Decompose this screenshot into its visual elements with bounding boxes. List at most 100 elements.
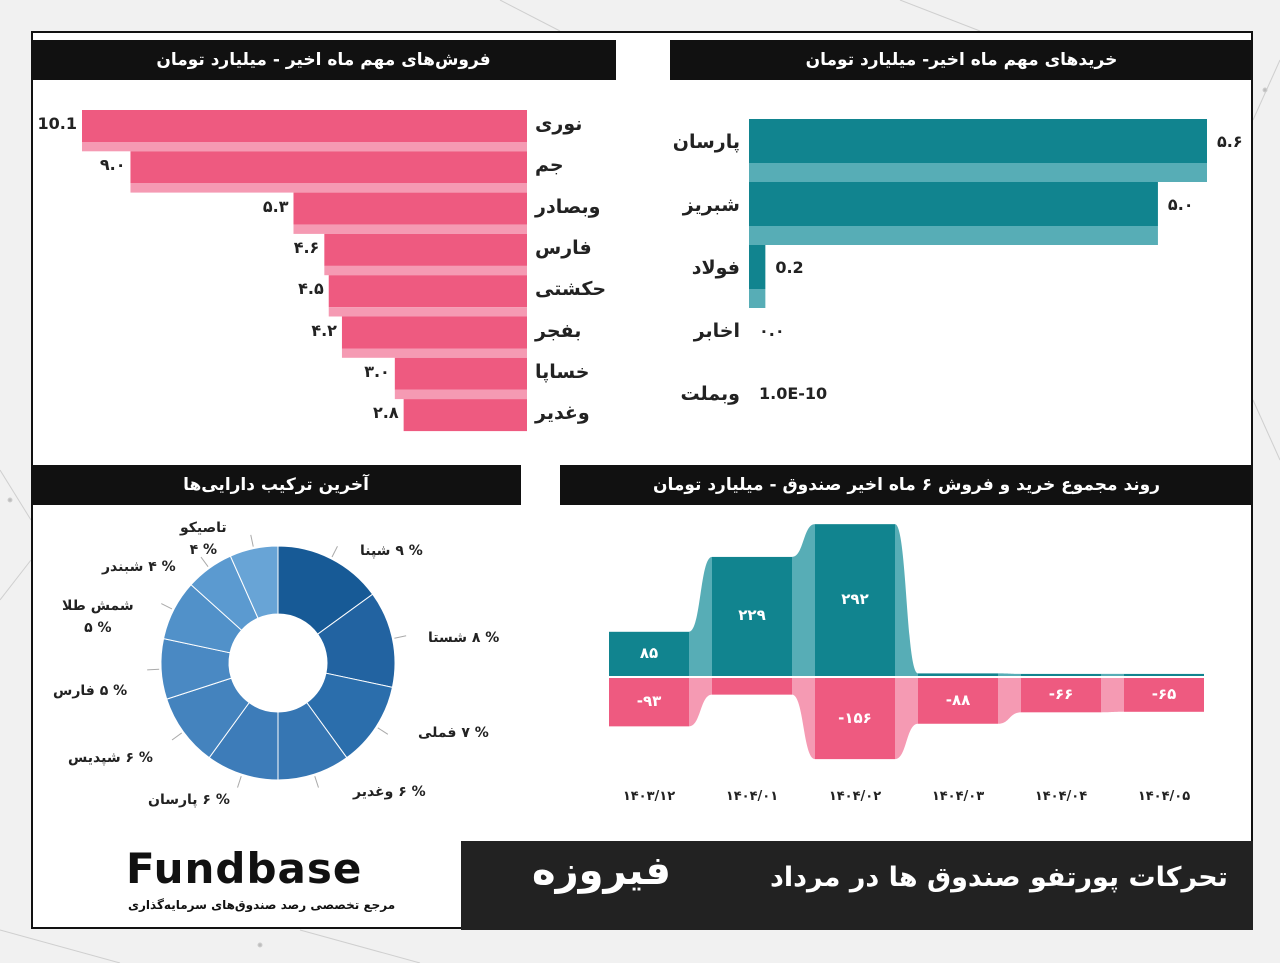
- donut-leader-line: [237, 776, 242, 788]
- purchase-bar-connector: [749, 289, 766, 308]
- sales-category-label: جم: [535, 154, 564, 177]
- trend-sell-flow: [1101, 678, 1124, 713]
- donut-slice-label: % ۹ شپنا: [360, 543, 423, 559]
- sales-category-label: وبصادر: [535, 195, 601, 218]
- trend-buy-bar: [1124, 673, 1204, 676]
- sales-bar: [82, 110, 527, 142]
- sales-bar-connector: [328, 307, 527, 317]
- donut-leader-line: [200, 556, 209, 568]
- sales-bar: [130, 151, 528, 184]
- sales-value-label: ۹.۰: [99, 155, 126, 175]
- trend-panel-title: روند مجموع خرید و فروش ۶ ماه اخیر صندوق …: [560, 465, 1253, 505]
- purchase-bar: [749, 119, 1207, 163]
- trend-sell-flow: [895, 678, 918, 760]
- purchases-panel-title: خریدهای مهم ماه اخیر- میلیارد تومان: [670, 40, 1253, 80]
- trend-sell-value: -۶۵: [1151, 684, 1177, 703]
- trend-buy-flow: [1101, 673, 1124, 676]
- purchase-value-label: ۵.۰: [1167, 195, 1194, 214]
- purchase-bar-connector: [749, 226, 1158, 245]
- trend-buy-flow: [895, 524, 918, 676]
- donut-slice-label: % ۶ شپدیس: [68, 750, 153, 766]
- trend-x-tick: ۱۴۰۴/۰۲: [828, 789, 882, 804]
- donut-slice-label: % ۵ فارس: [53, 683, 128, 699]
- sales-value-label: 10.1: [37, 114, 77, 133]
- trend-sell-value: -۸۸: [945, 690, 971, 709]
- donut-leader-line: [250, 534, 254, 547]
- donut-leader-line: [161, 603, 173, 610]
- donut-leader-line: [147, 668, 160, 671]
- donut-leader-line: [394, 635, 407, 639]
- sales-value-label: ۵.۳: [262, 196, 289, 216]
- sales-category-label: بفجر: [535, 319, 582, 342]
- donut-leader-line: [171, 732, 183, 741]
- purchase-category-label: وبملت: [680, 383, 740, 405]
- sales-bar: [328, 275, 527, 308]
- purchase-value-label: 1.0E-10: [759, 384, 828, 403]
- sales-bar: [324, 233, 527, 266]
- trend-buy-bar: [1021, 673, 1101, 676]
- purchase-category-label: اخابر: [693, 320, 740, 342]
- trend-sell-bar: [815, 678, 895, 760]
- donut-slice-label: شمش طلا % ۵: [62, 598, 134, 636]
- purchase-category-label: پارسان: [672, 131, 740, 153]
- purchase-bar: [749, 245, 766, 289]
- trend-x-tick: ۱۴۰۴/۰۵: [1137, 789, 1191, 804]
- sales-category-label: نوری: [535, 113, 583, 135]
- sales-value-label: ۴.۲: [311, 320, 337, 340]
- trend-sell-value: -۱۵۶: [838, 708, 872, 727]
- sales-bar-connector: [394, 389, 527, 400]
- sales-bar: [394, 357, 527, 390]
- sales-bar-connector: [341, 348, 527, 358]
- trend-buy-value: ۲۲۹: [738, 606, 766, 625]
- purchase-value-label: 0.2: [775, 258, 804, 277]
- sales-category-label: خساپا: [535, 360, 590, 383]
- donut-leader-line: [314, 776, 319, 788]
- purchase-value-label: ۵.۶: [1217, 132, 1243, 151]
- trend-sell-bar: [1124, 678, 1204, 712]
- trend-sell-flow: [792, 678, 815, 760]
- sales-value-label: ۳.۰: [364, 361, 390, 381]
- sales-bar: [293, 192, 527, 225]
- trend-sell-value: -۹۳: [636, 692, 662, 711]
- trend-x-tick: ۱۴۰۴/۰۴: [1034, 789, 1088, 804]
- trend-sell-bar: [712, 678, 792, 695]
- donut-slice-label: % ۶ پارسان: [148, 792, 230, 808]
- trend-x-tick: ۱۴۰۴/۰۱: [725, 789, 779, 804]
- donut-slice-label: % ۴ شبندر: [102, 559, 176, 575]
- trend-buy-flow: [998, 673, 1021, 676]
- trend-buy-bar: [712, 556, 792, 676]
- sales-category-label: حکشتی: [535, 278, 607, 301]
- sales-bar: [341, 316, 527, 349]
- trend-buy-bar: [609, 631, 689, 676]
- donut-slice: [277, 545, 374, 635]
- sales-value-label: ۴.۵: [298, 279, 324, 299]
- trend-buy-bar: [815, 524, 895, 676]
- fundbase-logo: Fundbase: [126, 844, 362, 893]
- trend-buy-flow: [689, 556, 712, 676]
- trend-sell-value: -۶۶: [1048, 685, 1074, 704]
- donut-slice-label: % ۶ وغدیر: [353, 784, 426, 800]
- sales-category-label: فارس: [535, 236, 592, 259]
- purchase-bar: [749, 182, 1158, 226]
- purchase-category-label: فولاد: [691, 257, 740, 279]
- trend-sell-bar: [1021, 678, 1101, 713]
- donut-leader-line: [377, 727, 389, 735]
- purchase-category-label: شبریز: [682, 194, 740, 216]
- purchase-bar-connector: [749, 163, 1207, 182]
- composition-panel-title: آخرین ترکیب دارایی‌ها: [31, 465, 521, 505]
- trend-sell-bar: [609, 678, 689, 727]
- trend-buy-bar: [918, 673, 998, 676]
- trend-buy-flow: [792, 524, 815, 676]
- donut-slice-label: تاصیکو % ۴: [180, 520, 227, 558]
- sales-bar-connector: [130, 183, 528, 193]
- donut-slice-label: % ۸ شستا: [428, 630, 500, 646]
- footer-subtitle: تحرکات پورتفو صندوق ها در مرداد: [770, 862, 1228, 893]
- trend-x-tick: ۱۴۰۳/۱۲: [622, 789, 676, 804]
- trend-sell-flow: [689, 678, 712, 727]
- purchase-value-label: ۰.۰: [759, 321, 785, 340]
- sales-bar-connector: [324, 265, 527, 276]
